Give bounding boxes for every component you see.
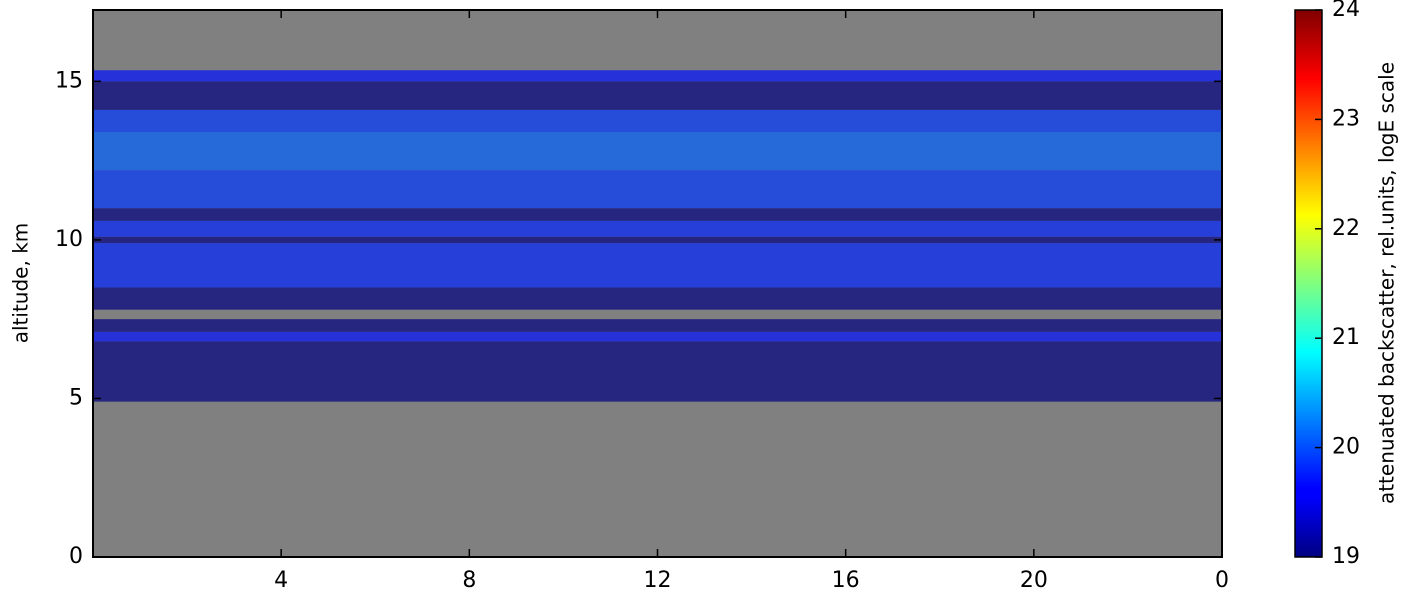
heat-cell	[93, 208, 1222, 221]
x-tick-label: 0	[1215, 568, 1229, 593]
heat-cell	[93, 287, 1222, 310]
x-tick-label: 4	[274, 568, 288, 593]
colorbar-tick-label: 21	[1332, 325, 1360, 350]
x-tick-label: 8	[462, 568, 476, 593]
heat-cell	[93, 220, 1222, 237]
y-tick-label: 0	[69, 544, 83, 569]
heat-cell	[93, 170, 1222, 209]
heat-cell	[93, 70, 1222, 82]
colorbar-tick-label: 23	[1332, 106, 1360, 131]
y-axis-label: altitude, km	[9, 223, 33, 344]
y-tick-label: 10	[55, 227, 83, 252]
heat-cell	[93, 132, 1222, 171]
heat-cell	[93, 331, 1222, 342]
heat-cell	[93, 319, 1222, 332]
heat-cell	[93, 236, 1222, 244]
x-tick-label: 12	[644, 568, 672, 593]
colorbar-tick-label: 20	[1332, 435, 1360, 460]
heat-cell	[93, 341, 1222, 402]
heat-cell	[93, 81, 1222, 110]
y-tick-label: 5	[69, 385, 83, 410]
x-tick-label: 20	[1020, 568, 1048, 593]
colorbar-label: attenuated backscatter, rel.units, logE …	[1375, 62, 1399, 504]
plot-area	[93, 10, 1222, 557]
colorbar	[1294, 9, 1323, 558]
colorbar-tick-label: 24	[1332, 0, 1360, 22]
heat-cell	[93, 243, 1222, 288]
colorbar-tick-label: 22	[1332, 216, 1360, 241]
y-tick-label: 15	[55, 68, 83, 93]
heat-cell	[93, 109, 1222, 133]
colorbar-tick-label: 19	[1332, 544, 1360, 569]
x-tick-label: 16	[832, 568, 860, 593]
